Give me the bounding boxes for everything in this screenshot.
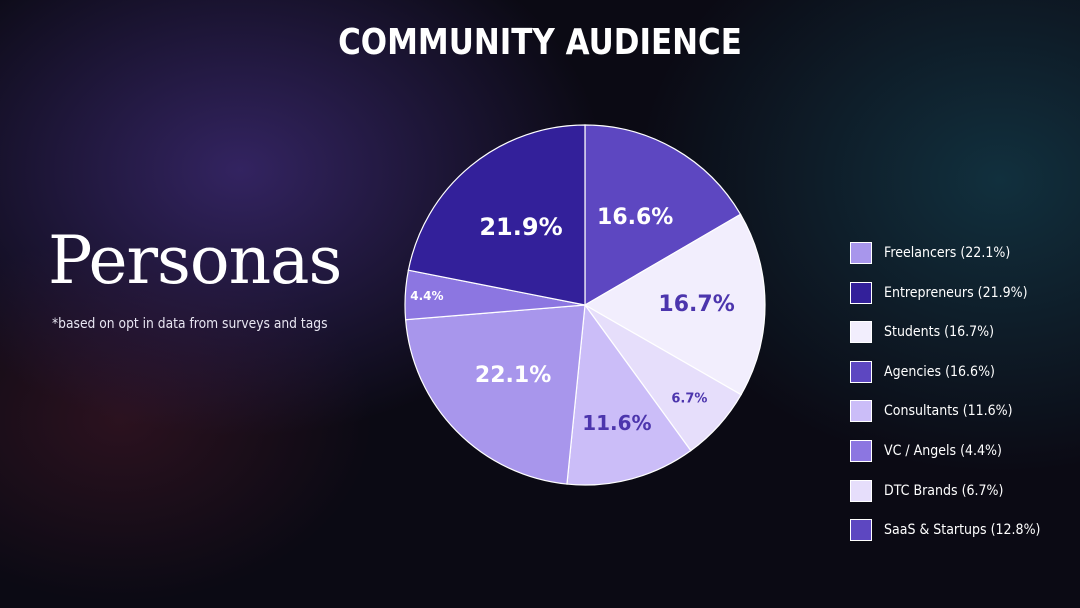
legend-label: Freelancers (22.1%): [884, 245, 1011, 261]
legend-swatch: [850, 400, 872, 423]
legend-label: DTC Brands (6.7%): [884, 482, 1004, 499]
legend-swatch: [850, 360, 872, 383]
legend-label: SaaS & Startups (12.8%): [884, 522, 1041, 539]
legend-swatch: [850, 281, 872, 304]
legend-label: VC / Angels (4.4%): [884, 443, 1002, 459]
pie-slice: [407, 124, 586, 306]
legend-swatch: [850, 519, 872, 542]
legend-item: Consultants (11.6%): [850, 399, 1027, 423]
legend-swatch: [850, 479, 872, 502]
slice-data-label: 22.1%: [475, 363, 551, 388]
legend-item: Freelancers (22.1%): [850, 241, 1024, 265]
legend-swatch: [850, 440, 872, 462]
legend-item: SaaS & Startups (12.8%): [850, 518, 1058, 542]
legend-label: Entrepreneurs (21.9%): [884, 284, 1028, 301]
legend-item: VC / Angels (4.4%): [850, 439, 1015, 463]
legend-swatch: [850, 242, 872, 264]
legend-item: Students (16.7%): [850, 320, 1006, 344]
pie-slice: [404, 304, 586, 485]
legend-item: Agencies (16.6%): [850, 360, 1007, 384]
pie-slice: [566, 303, 692, 486]
legend-item: DTC Brands (6.7%): [850, 479, 1017, 503]
personas-heading: Personas: [48, 222, 342, 299]
pie-slice: [583, 213, 766, 396]
legend-label: Consultants (11.6%): [884, 403, 1013, 420]
chart-title: COMMUNITY AUDIENCE: [338, 22, 742, 63]
legend-label: Agencies (16.6%): [884, 363, 995, 380]
data-source-note: *based on opt in data from surveys and t…: [52, 316, 328, 332]
slice-data-label: 16.6%: [597, 205, 673, 230]
slice-data-label: 4.4%: [410, 289, 443, 303]
legend-item: Entrepreneurs (21.9%): [850, 281, 1043, 305]
slice-data-label: 6.7%: [671, 391, 707, 406]
slice-data-label: 21.9%: [479, 213, 562, 241]
legend-swatch: [850, 321, 872, 344]
slice-data-label: 16.7%: [658, 292, 734, 317]
legend-label: Students (16.7%): [884, 324, 995, 341]
pie-slice: [584, 124, 742, 307]
slice-data-label: 11.6%: [582, 411, 651, 435]
